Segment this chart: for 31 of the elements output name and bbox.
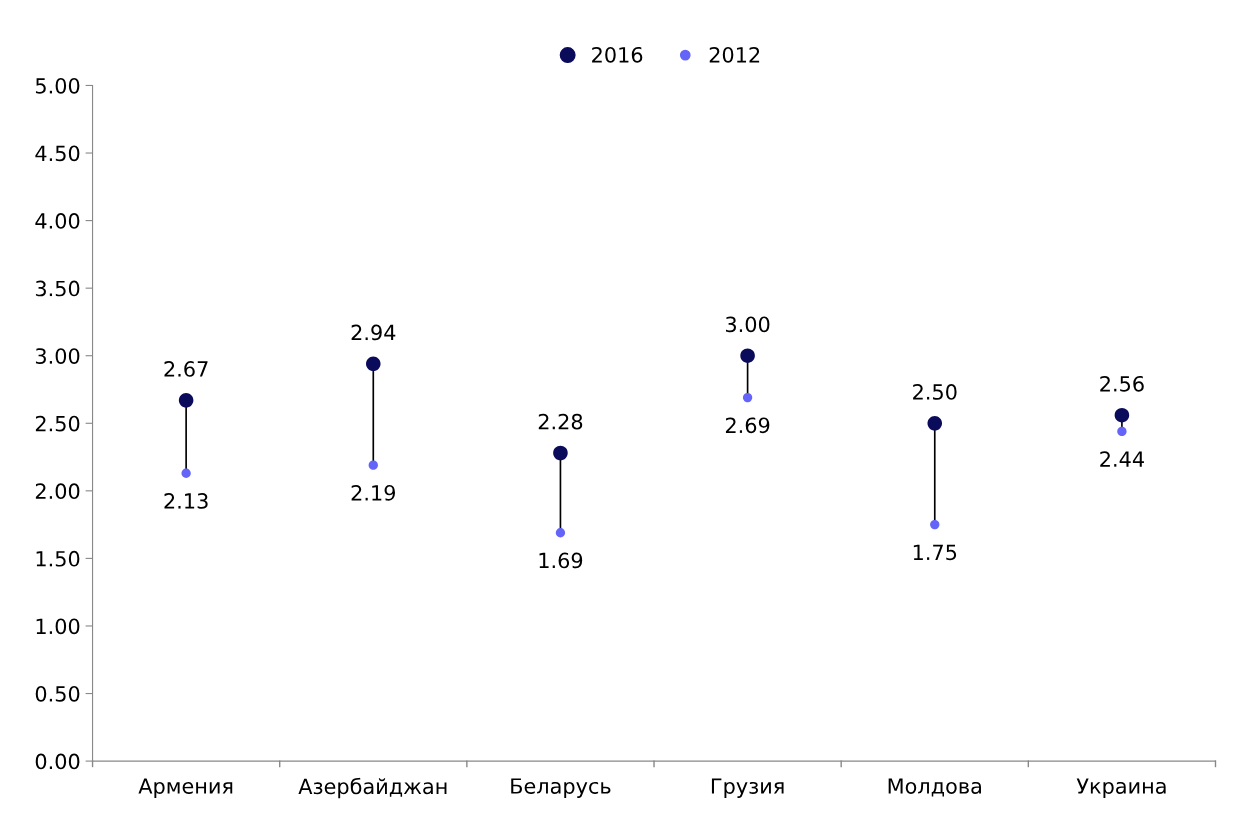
data-label: 2.56 [1100, 375, 1144, 392]
legend-label: 2016 [592, 46, 643, 63]
data-label: 2.44 [1100, 451, 1144, 467]
data-label: 2.69 [725, 417, 770, 434]
legend-label: 2012 [709, 46, 760, 63]
y-tick-label: 2.50 [35, 415, 80, 432]
data-label: 2.94 [351, 324, 396, 341]
y-tick-label: 0.00 [35, 753, 80, 770]
data-label: 2.28 [538, 413, 583, 430]
data-label: 2.50 [913, 384, 957, 400]
y-tick-label: 4.00 [35, 213, 80, 229]
data-label: 3.00 [725, 316, 770, 333]
y-tick-label: 1.50 [36, 550, 80, 567]
y-tick-label: 5.00 [35, 77, 80, 94]
y-tick-label: 0.50 [35, 685, 80, 702]
x-tick-label: Армения [138, 778, 233, 798]
data-label: 1.75 [913, 544, 957, 561]
data-label: 2.19 [351, 484, 396, 501]
y-tick-label: 2.00 [35, 483, 80, 500]
y-tick-label: 4.50 [35, 145, 80, 162]
x-tick-label: Беларусь [511, 778, 611, 798]
x-tick-label: Молдова [888, 778, 981, 797]
x-tick-label: Азербайджан [298, 777, 447, 799]
data-label: 2.67 [164, 361, 208, 377]
data-label: 2.13 [164, 493, 208, 509]
x-tick-label: Украина [1076, 778, 1166, 798]
y-tick-label: 3.50 [35, 280, 80, 297]
x-tick-label: Грузия [711, 778, 784, 798]
y-tick-label: 1.00 [36, 618, 80, 635]
data-label: 1.69 [539, 552, 583, 569]
y-tick-label: 3.00 [35, 348, 80, 364]
